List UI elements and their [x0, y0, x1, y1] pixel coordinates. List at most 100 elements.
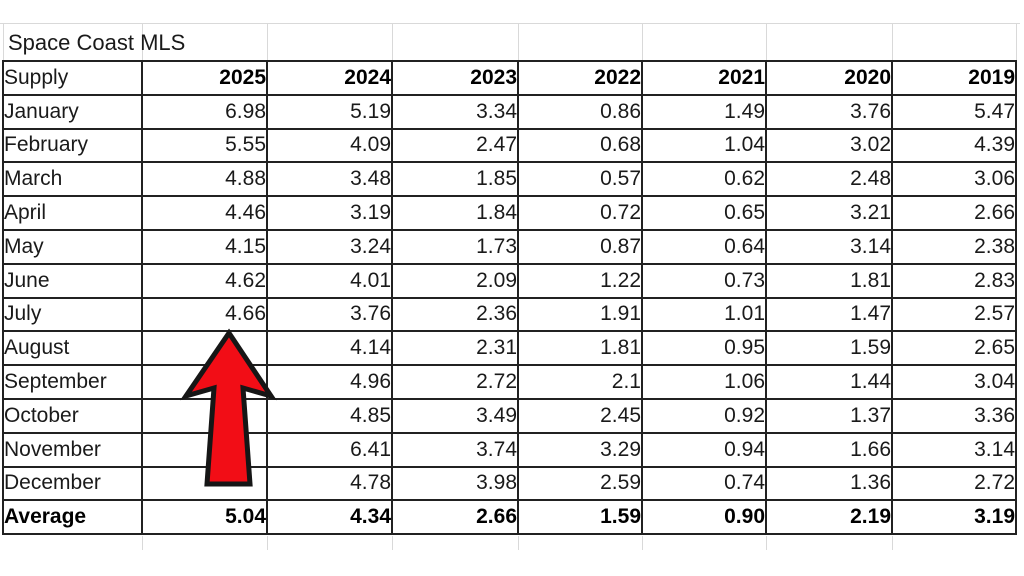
cell-may-2021[interactable]: 0.64 — [641, 228, 767, 265]
cell-september-2024[interactable]: 4.96 — [266, 364, 393, 400]
row-label-july[interactable]: July — [2, 296, 143, 333]
cell-april-2019[interactable]: 2.66 — [891, 195, 1017, 231]
cell-april-2023[interactable]: 1.84 — [391, 195, 519, 231]
cell-january-2025[interactable]: 6.98 — [141, 93, 268, 130]
header-cell-supply[interactable]: Supply — [2, 60, 143, 96]
cell-march-2021[interactable]: 0.62 — [641, 161, 767, 198]
cell-august-2021[interactable]: 0.95 — [641, 330, 767, 367]
cell-october-2020[interactable]: 1.37 — [765, 397, 893, 434]
cell-november-2019[interactable]: 3.14 — [891, 431, 1017, 468]
row-label-may[interactable]: May — [2, 228, 143, 265]
cell-june-2021[interactable]: 0.73 — [641, 262, 767, 299]
cell-may-2020[interactable]: 3.14 — [765, 228, 893, 265]
cell-august-2023[interactable]: 2.31 — [391, 330, 519, 367]
row-label-april[interactable]: April — [2, 195, 143, 231]
cell-november-2024[interactable]: 6.41 — [266, 431, 393, 468]
cell-may-2023[interactable]: 1.73 — [391, 228, 519, 265]
cell-average-2020[interactable]: 2.19 — [765, 499, 893, 536]
cell-december-2024[interactable]: 4.78 — [266, 465, 393, 502]
cell-september-2020[interactable]: 1.44 — [765, 364, 893, 400]
cell-august-2022[interactable]: 1.81 — [517, 330, 643, 367]
cell-may-2019[interactable]: 2.38 — [891, 228, 1017, 265]
cell-march-2019[interactable]: 3.06 — [891, 161, 1017, 198]
cell-january-2021[interactable]: 1.49 — [641, 93, 767, 130]
cell-august-2025[interactable] — [141, 330, 268, 367]
row-label-average[interactable]: Average — [2, 499, 143, 536]
row-label-december[interactable]: December — [2, 465, 143, 502]
row-label-june[interactable]: June — [2, 262, 143, 299]
cell-april-2022[interactable]: 0.72 — [517, 195, 643, 231]
cell-may-2025[interactable]: 4.15 — [141, 228, 268, 265]
row-label-january[interactable]: January — [2, 93, 143, 130]
cell-may-2022[interactable]: 0.87 — [517, 228, 643, 265]
cell-october-2023[interactable]: 3.49 — [391, 397, 519, 434]
cell-february-2021[interactable]: 1.04 — [641, 127, 767, 164]
cell-february-2022[interactable]: 0.68 — [517, 127, 643, 164]
cell-february-2019[interactable]: 4.39 — [891, 127, 1017, 164]
cell-november-2020[interactable]: 1.66 — [765, 431, 893, 468]
cell-may-2024[interactable]: 3.24 — [266, 228, 393, 265]
cell-january-2022[interactable]: 0.86 — [517, 93, 643, 130]
cell-october-2021[interactable]: 0.92 — [641, 397, 767, 434]
cell-september-2025[interactable] — [141, 364, 268, 400]
cell-average-2019[interactable]: 3.19 — [891, 499, 1017, 536]
header-cell-2022[interactable]: 2022 — [517, 60, 643, 96]
cell-july-2019[interactable]: 2.57 — [891, 296, 1017, 333]
cell-june-2019[interactable]: 2.83 — [891, 262, 1017, 299]
row-label-september[interactable]: September — [2, 364, 143, 400]
cell-june-2020[interactable]: 1.81 — [765, 262, 893, 299]
cell-january-2019[interactable]: 5.47 — [891, 93, 1017, 130]
cell-february-2023[interactable]: 2.47 — [391, 127, 519, 164]
cell-july-2025[interactable]: 4.66 — [141, 296, 268, 333]
cell-august-2024[interactable]: 4.14 — [266, 330, 393, 367]
cell-july-2020[interactable]: 1.47 — [765, 296, 893, 333]
cell-average-2025[interactable]: 5.04 — [141, 499, 268, 536]
cell-march-2025[interactable]: 4.88 — [141, 161, 268, 198]
cell-august-2019[interactable]: 2.65 — [891, 330, 1017, 367]
sheet-title[interactable]: Space Coast MLS — [8, 30, 186, 55]
cell-august-2020[interactable]: 1.59 — [765, 330, 893, 367]
cell-november-2022[interactable]: 3.29 — [517, 431, 643, 468]
cell-february-2024[interactable]: 4.09 — [266, 127, 393, 164]
cell-march-2022[interactable]: 0.57 — [517, 161, 643, 198]
row-label-march[interactable]: March — [2, 161, 143, 198]
cell-april-2021[interactable]: 0.65 — [641, 195, 767, 231]
cell-september-2021[interactable]: 1.06 — [641, 364, 767, 400]
header-cell-2021[interactable]: 2021 — [641, 60, 767, 96]
cell-december-2019[interactable]: 2.72 — [891, 465, 1017, 502]
cell-december-2022[interactable]: 2.59 — [517, 465, 643, 502]
row-label-november[interactable]: November — [2, 431, 143, 468]
header-cell-2020[interactable]: 2020 — [765, 60, 893, 96]
cell-january-2024[interactable]: 5.19 — [266, 93, 393, 130]
cell-october-2024[interactable]: 4.85 — [266, 397, 393, 434]
cell-september-2022[interactable]: 2.1 — [517, 364, 643, 400]
header-cell-2019[interactable]: 2019 — [891, 60, 1017, 96]
cell-january-2023[interactable]: 3.34 — [391, 93, 519, 130]
cell-october-2019[interactable]: 3.36 — [891, 397, 1017, 434]
row-label-august[interactable]: August — [2, 330, 143, 367]
header-cell-2023[interactable]: 2023 — [391, 60, 519, 96]
cell-september-2019[interactable]: 3.04 — [891, 364, 1017, 400]
row-label-october[interactable]: October — [2, 397, 143, 434]
cell-april-2025[interactable]: 4.46 — [141, 195, 268, 231]
cell-december-2021[interactable]: 0.74 — [641, 465, 767, 502]
cell-december-2025[interactable] — [141, 465, 268, 502]
cell-july-2024[interactable]: 3.76 — [266, 296, 393, 333]
cell-june-2025[interactable]: 4.62 — [141, 262, 268, 299]
cell-july-2022[interactable]: 1.91 — [517, 296, 643, 333]
cell-june-2024[interactable]: 4.01 — [266, 262, 393, 299]
cell-july-2023[interactable]: 2.36 — [391, 296, 519, 333]
cell-march-2023[interactable]: 1.85 — [391, 161, 519, 198]
header-cell-2024[interactable]: 2024 — [266, 60, 393, 96]
cell-october-2022[interactable]: 2.45 — [517, 397, 643, 434]
cell-november-2023[interactable]: 3.74 — [391, 431, 519, 468]
cell-average-2021[interactable]: 0.90 — [641, 499, 767, 536]
cell-june-2023[interactable]: 2.09 — [391, 262, 519, 299]
cell-average-2023[interactable]: 2.66 — [391, 499, 519, 536]
row-label-february[interactable]: February — [2, 127, 143, 164]
cell-june-2022[interactable]: 1.22 — [517, 262, 643, 299]
cell-march-2020[interactable]: 2.48 — [765, 161, 893, 198]
cell-october-2025[interactable] — [141, 397, 268, 434]
cell-november-2021[interactable]: 0.94 — [641, 431, 767, 468]
cell-march-2024[interactable]: 3.48 — [266, 161, 393, 198]
